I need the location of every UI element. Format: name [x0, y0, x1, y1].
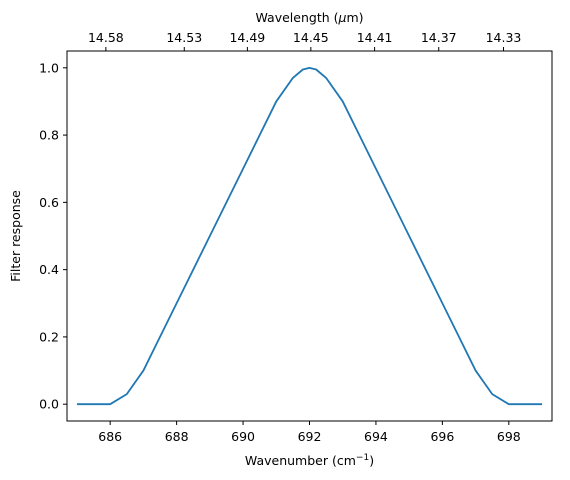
top-tick-label: 14.58 — [88, 30, 124, 45]
y-tick-label: 0.6 — [39, 195, 59, 210]
y-tick-label: 0.8 — [39, 128, 59, 143]
top-axis-label: Wavelength (μm) — [255, 10, 363, 25]
y-tick-label: 1.0 — [39, 60, 59, 75]
top-tick-label: 14.45 — [293, 30, 329, 45]
top-tick-label: 14.41 — [357, 30, 393, 45]
left-y-axis: 0.0 0.2 0.4 0.6 0.8 1.0 — [39, 60, 67, 412]
top-tick-label: 14.33 — [486, 30, 522, 45]
y-axis-label: Filter response — [8, 190, 23, 282]
y-tick-label: 0.4 — [39, 262, 59, 277]
series-layer — [76, 66, 543, 406]
y-tick-label: 0.0 — [39, 397, 59, 412]
x-tick-label: 686 — [98, 429, 122, 444]
x-axis-label: Wavenumber (cm−1) — [245, 453, 374, 468]
x-tick-label: 690 — [231, 429, 255, 444]
x-tick-label: 694 — [364, 429, 388, 444]
top-x-axis: 14.58 14.53 14.49 14.45 14.41 14.37 14.33 — [88, 30, 521, 51]
bottom-x-axis: 686 688 690 692 694 696 698 — [98, 421, 521, 444]
top-tick-label: 14.53 — [166, 30, 202, 45]
x-tick-label: 692 — [298, 429, 322, 444]
series-line-0 — [76, 66, 543, 406]
x-tick-label: 698 — [497, 429, 521, 444]
top-tick-label: 14.37 — [421, 30, 457, 45]
x-tick-label: 688 — [165, 429, 189, 444]
top-tick-label: 14.49 — [229, 30, 265, 45]
plot-frame — [66, 50, 553, 422]
x-tick-label: 696 — [430, 429, 454, 444]
y-tick-label: 0.2 — [39, 329, 59, 344]
